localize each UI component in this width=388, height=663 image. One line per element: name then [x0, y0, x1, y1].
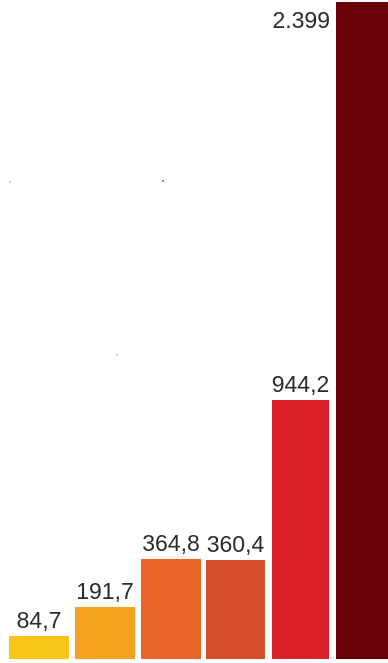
- bar-value-label: 2.399: [272, 7, 330, 33]
- bar-value-label: 191,7: [76, 578, 134, 604]
- stray-dot: [162, 180, 164, 182]
- bar: [336, 2, 388, 659]
- bar-value-label: 84,7: [17, 607, 62, 633]
- bar: [272, 400, 329, 659]
- bar: [75, 607, 135, 659]
- bar: [141, 559, 201, 659]
- bar-value-label: 360,4: [207, 531, 265, 557]
- bar: [9, 636, 69, 659]
- bar-value-label: 944,2: [272, 371, 330, 397]
- bar-value-label: 364,8: [142, 530, 200, 556]
- stray-dot: [116, 354, 118, 356]
- bars-group: [9, 2, 388, 659]
- stray-dot: [9, 181, 11, 183]
- value-labels-group: 84,7 191,7 364,8 360,4 944,2 2.399: [17, 7, 330, 633]
- bar: [206, 560, 265, 659]
